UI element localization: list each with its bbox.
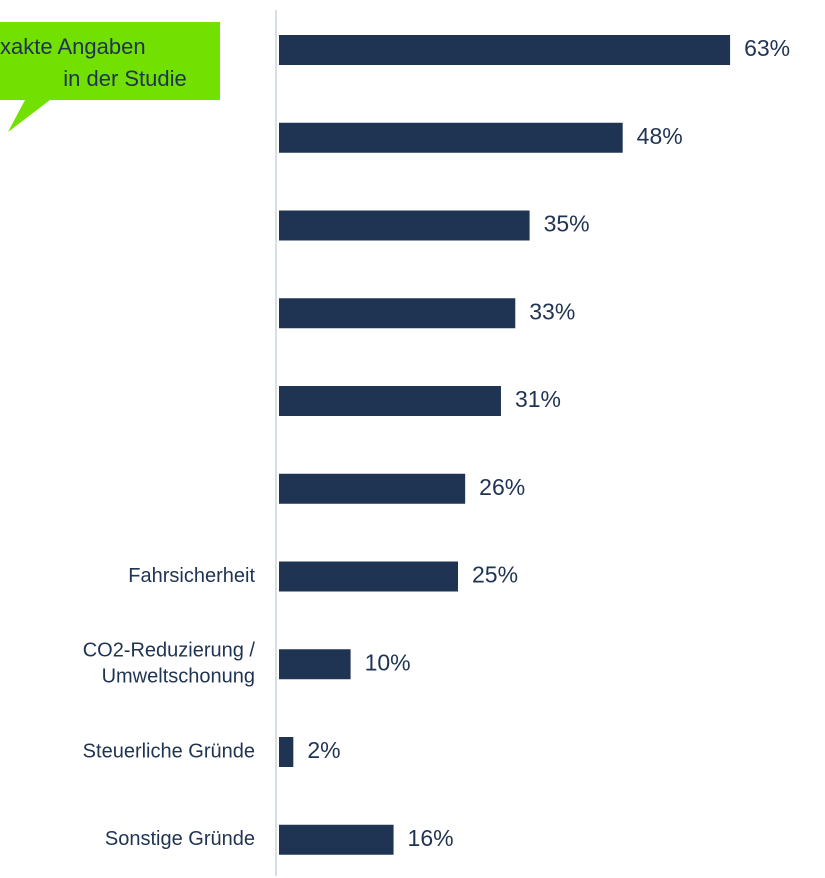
bar (279, 737, 294, 767)
value-label: 25% (472, 562, 518, 588)
category-label: Fahrsicherheit (128, 565, 255, 587)
bar (279, 298, 516, 329)
annotation-text: xakte Angaben (0, 34, 146, 59)
bar (279, 561, 458, 592)
value-label: 2% (307, 737, 340, 763)
value-label: 26% (479, 474, 525, 500)
category-label: Sonstige Gründe (105, 828, 255, 850)
bar (279, 649, 351, 680)
value-label: 35% (544, 211, 590, 237)
bar (279, 35, 731, 65)
value-label: 31% (515, 386, 561, 412)
category-label: Steuerliche Gründe (83, 740, 255, 762)
bar (279, 122, 623, 153)
bar (279, 473, 466, 504)
value-label: 48% (637, 123, 683, 149)
annotation-text: in der Studie (63, 66, 187, 91)
value-label: 63% (744, 35, 790, 61)
category-label: CO2-Reduzierung / Umweltschonung (83, 640, 256, 688)
value-label: 33% (529, 298, 575, 324)
value-label: 10% (365, 649, 411, 675)
bar (279, 386, 501, 416)
value-label: 16% (408, 825, 454, 851)
bar (279, 824, 394, 855)
annotation-box (0, 22, 220, 132)
bar (279, 210, 530, 241)
